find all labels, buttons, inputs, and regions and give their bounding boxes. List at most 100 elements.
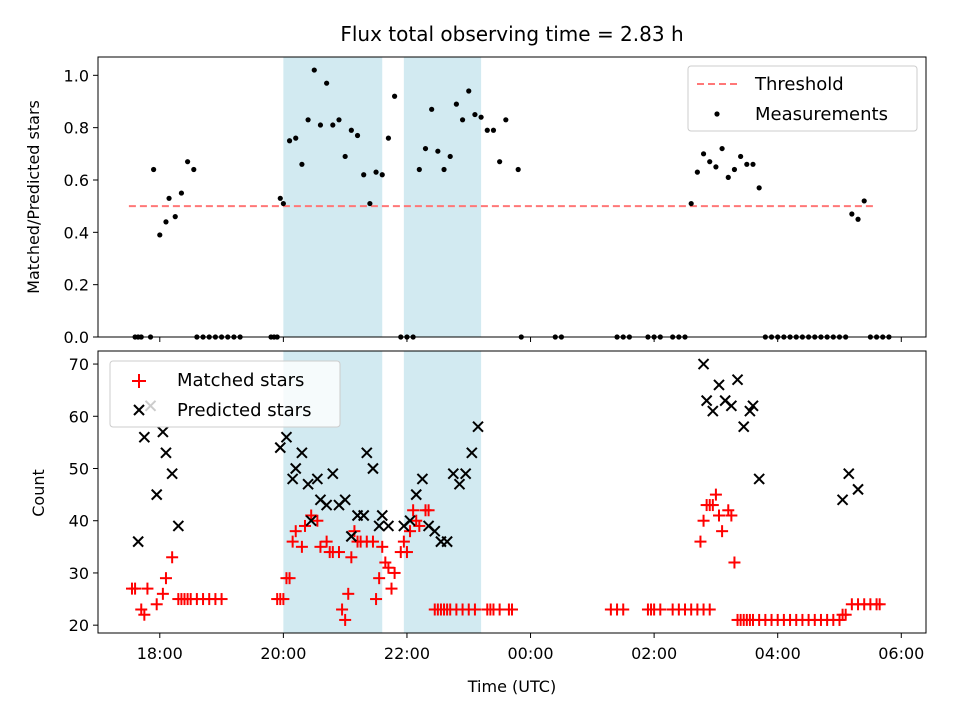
predicted-star-point: [339, 494, 351, 506]
predicted-star-point: [327, 468, 339, 480]
measurement-point: [336, 117, 342, 123]
bottom-axes-frame: [97, 350, 927, 634]
y-tick-label: 70: [69, 355, 89, 374]
predicted-star-point: [697, 358, 710, 370]
predicted-star-point: [447, 468, 460, 480]
measurement-point: [317, 122, 324, 128]
predicted-star-point: [311, 473, 324, 485]
bottom-x-ticks: 18:00 20:00 22:00 00:00 02:00 04:00 06:00: [137, 633, 924, 663]
predicted-star-point: [138, 431, 151, 443]
matched-star-point: [159, 572, 172, 585]
predicted-star-point: [731, 374, 744, 386]
matched-star-point: [617, 603, 630, 616]
y-tick-label: 60: [69, 407, 89, 426]
bottom-legend-box: [109, 360, 341, 428]
matched-star-point: [388, 566, 401, 579]
predicted-star-point: [132, 535, 144, 548]
predicted-star-point: [376, 509, 388, 522]
predicted-star-point: [429, 525, 441, 537]
matched-star-point: [129, 582, 142, 595]
measurement-point: [447, 153, 453, 160]
predicted-star-point: [290, 462, 302, 475]
predicted-star-point: [367, 462, 379, 475]
matched-star-point: [468, 603, 481, 616]
measurement-point: [503, 117, 509, 123]
predicted-star-point: [280, 431, 293, 443]
measurement-point: [719, 145, 725, 152]
predicted-star-point: [459, 468, 472, 480]
measurement-point: [441, 166, 447, 173]
predicted-star-point: [160, 447, 172, 459]
predicted-star-point: [404, 515, 416, 527]
measurement-point: [305, 117, 311, 123]
measurement-point: [342, 153, 348, 160]
measurement-point: [311, 67, 317, 73]
measurement-point: [172, 214, 178, 220]
legend-measurements-swatch: [714, 111, 720, 117]
y-tick-label: 40: [69, 512, 89, 531]
matched-star-point: [366, 535, 379, 548]
predicted-star-point: [747, 400, 759, 412]
y-tick-label: 0.2: [64, 276, 89, 295]
matched-star-point: [339, 613, 352, 626]
predicted-star-point: [852, 483, 864, 496]
matched-star-point: [694, 535, 707, 548]
predicted-star-point: [286, 473, 299, 485]
measurement-point: [166, 195, 172, 201]
measurement-point: [367, 200, 373, 207]
y-tick-label: 30: [69, 564, 89, 583]
matched-stars-points: [125, 488, 886, 626]
bottom-y-ticks: 20 30 40 50 60 70: [69, 355, 98, 635]
measurement-point: [157, 232, 163, 238]
matched-star-point: [654, 603, 667, 616]
x-tick-label: 18:00: [137, 644, 183, 663]
measurement-point: [184, 159, 191, 165]
measurement-point: [299, 161, 305, 167]
matched-star-point: [332, 546, 345, 559]
measurement-point: [855, 216, 861, 222]
matched-star-point: [166, 551, 179, 564]
measurement-point: [354, 132, 361, 139]
measurement-point: [324, 80, 330, 86]
predicted-star-point: [738, 421, 750, 433]
predicted-star-point: [700, 394, 713, 407]
measurement-point: [738, 153, 744, 160]
top-y-axis-label: Matched/Predicted stars: [24, 100, 43, 294]
predicted-star-point: [157, 426, 169, 438]
predicted-star-point: [373, 520, 385, 532]
measurement-point: [466, 88, 472, 94]
matched-star-point: [397, 535, 410, 548]
measurement-point: [286, 138, 293, 144]
measurement-point: [178, 190, 185, 196]
predicted-star-point: [172, 520, 185, 532]
y-tick-label: 20: [69, 616, 89, 635]
measurement-point: [861, 198, 867, 204]
matched-star-point: [385, 582, 398, 595]
x-tick-label: 20:00: [260, 644, 306, 663]
predicted-star-point: [150, 488, 163, 501]
top-observing-intervals: [283, 57, 482, 337]
matched-star-point: [404, 525, 417, 538]
legend-threshold-label: Threshold: [754, 74, 844, 95]
measurement-point: [280, 200, 286, 207]
matched-star-point: [506, 603, 518, 616]
predicted-star-point: [410, 488, 422, 501]
predicted-star-point: [382, 520, 395, 532]
measurement-point: [731, 166, 738, 173]
measurement-point: [750, 161, 756, 167]
measurement-point: [453, 101, 459, 107]
y-tick-label: 1.0: [64, 66, 89, 85]
measurement-point: [725, 174, 731, 180]
measurement-point: [385, 135, 392, 141]
x-tick-label: 06:00: [878, 644, 924, 663]
observing-interval-2: [403, 57, 482, 337]
matched-star-point: [141, 582, 154, 595]
matched-star-point: [413, 519, 426, 532]
predicted-stars-points: [132, 358, 864, 548]
measurement-point: [391, 93, 398, 99]
matched-star-point: [289, 525, 302, 538]
matched-star-point: [283, 572, 296, 585]
legend-matched-swatch: [132, 374, 146, 388]
y-tick-label: 0.8: [64, 119, 89, 138]
measurement-point: [373, 169, 379, 175]
